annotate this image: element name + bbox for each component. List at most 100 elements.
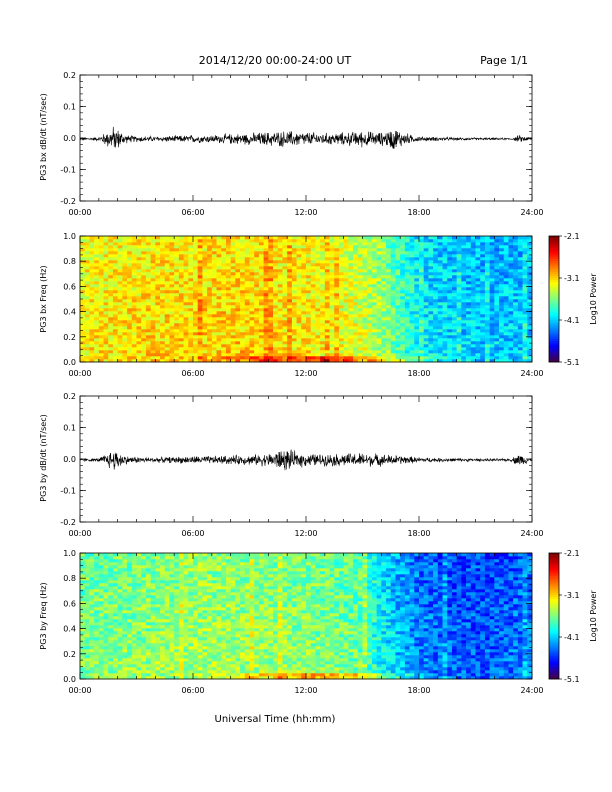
bx-spec-cell bbox=[329, 260, 335, 264]
bx-spec-cell bbox=[98, 254, 104, 258]
bx-spec-cell bbox=[244, 287, 250, 291]
bx-spec-cell bbox=[371, 278, 377, 282]
bx-spec-cell bbox=[480, 278, 486, 282]
bx-spec-cell bbox=[466, 308, 472, 312]
bx-spec-cell bbox=[277, 344, 283, 348]
bx-spec-cell bbox=[513, 308, 519, 312]
by-spec-cell bbox=[122, 595, 128, 599]
bx-spec-cell bbox=[197, 329, 203, 333]
bx-spec-cell bbox=[470, 302, 476, 306]
by-spec-cell bbox=[127, 568, 133, 572]
bx-spec-cell bbox=[456, 275, 462, 279]
bx-spec-cell bbox=[291, 308, 297, 312]
bx-spec-cell bbox=[122, 284, 128, 288]
bx-spec-colorbar-step bbox=[549, 341, 559, 344]
bx-spec-cell bbox=[480, 293, 486, 297]
bx-freq-ylabel: PG3 bx Freq (Hz) bbox=[39, 265, 48, 332]
bx-spec-cell bbox=[357, 278, 363, 282]
by-spec-cell bbox=[103, 601, 109, 605]
bx-spec-cell bbox=[131, 260, 137, 264]
by-spec-cell bbox=[98, 607, 104, 611]
bx-spec-cell bbox=[414, 341, 420, 345]
bx-spec-cell bbox=[80, 323, 86, 327]
bx-spec-cell bbox=[310, 341, 316, 345]
bx-spec-cell bbox=[400, 332, 406, 336]
bx-spec-cell bbox=[188, 266, 194, 270]
by-spec-cell bbox=[108, 571, 114, 575]
bx-spec-cell bbox=[456, 308, 462, 312]
bx-spec-cell bbox=[296, 353, 302, 357]
bx-spec-cell bbox=[136, 293, 142, 297]
bx-spec-cell bbox=[338, 302, 344, 306]
bx-spec-cell bbox=[136, 281, 142, 285]
bx-spec-cell bbox=[103, 236, 109, 240]
bx-spec-cell bbox=[230, 320, 236, 324]
bx-spec-cell bbox=[98, 302, 104, 306]
bx-spec-colorbar-label: Log10 Power bbox=[589, 273, 598, 325]
bx-spec-cell bbox=[141, 317, 147, 321]
bx-spec-cell bbox=[376, 290, 382, 294]
bx-spec-cell bbox=[301, 308, 307, 312]
bx-spec-cell bbox=[306, 299, 312, 303]
by-spec-cell bbox=[94, 568, 100, 572]
bx-spec-cell bbox=[188, 281, 194, 285]
bx-spec-cell bbox=[136, 356, 142, 360]
bx-spec-cell bbox=[122, 305, 128, 309]
bx-spec-cell bbox=[160, 326, 166, 330]
bx-spec-cell bbox=[386, 242, 392, 246]
bx-spec-cell bbox=[315, 299, 321, 303]
by-spec-cell bbox=[89, 646, 95, 650]
bx-spec-cell bbox=[437, 356, 443, 360]
bx-spec-cell bbox=[390, 236, 396, 240]
bx-spec-cell bbox=[244, 311, 250, 315]
bx-spec-cell bbox=[324, 347, 330, 351]
bx-spec-cell bbox=[164, 242, 170, 246]
bx-spec-cell bbox=[437, 236, 443, 240]
bx-spec-cell bbox=[433, 260, 439, 264]
by-spec-cell bbox=[98, 616, 104, 620]
bx-spec-cell bbox=[287, 263, 293, 267]
by-spec-cell bbox=[89, 622, 95, 626]
bx-spec-cell bbox=[136, 278, 142, 282]
bx-spec-cell bbox=[254, 341, 260, 345]
by-spec-cell bbox=[89, 565, 95, 569]
bx-spec-cell bbox=[329, 257, 335, 261]
bx-spec-cell bbox=[211, 341, 217, 345]
bx-spec-cell bbox=[89, 344, 95, 348]
by-spec-cell bbox=[127, 607, 133, 611]
by-spec-cell bbox=[80, 634, 86, 638]
bx-spec-cell bbox=[447, 308, 453, 312]
bx-spec-cell bbox=[324, 332, 330, 336]
bx-spec-cell bbox=[348, 272, 354, 276]
bx-spec-cell bbox=[419, 236, 425, 240]
bx-spec-cell bbox=[131, 242, 137, 246]
bx-spec-cell bbox=[230, 326, 236, 330]
bx-spec-cell bbox=[489, 263, 495, 267]
bx-spec-cell bbox=[484, 266, 490, 270]
bx-spec-cell bbox=[433, 311, 439, 315]
by-spec-cell bbox=[94, 658, 100, 662]
bx-spec-cell bbox=[164, 314, 170, 318]
bx-spec-ytick-label: 0.0 bbox=[63, 358, 76, 367]
bx-spec-cell bbox=[428, 236, 434, 240]
bx-spec-cell bbox=[522, 266, 528, 270]
bx-spec-cell bbox=[475, 344, 481, 348]
bx-spec-cell bbox=[306, 323, 312, 327]
bx-spec-cell bbox=[108, 302, 114, 306]
bx-spec-cell bbox=[301, 287, 307, 291]
bx-spec-cell bbox=[329, 239, 335, 243]
by-spec-cell bbox=[84, 565, 90, 569]
by-spec-cell bbox=[112, 652, 118, 656]
bx-spec-cell bbox=[225, 281, 231, 285]
bx-spec-cell bbox=[164, 323, 170, 327]
bx-spec-cell bbox=[225, 287, 231, 291]
bx-spec-cell bbox=[160, 245, 166, 249]
bx-spec-cell bbox=[433, 332, 439, 336]
bx-spec-colorbar-step bbox=[549, 301, 559, 304]
bx-spec-cell bbox=[249, 350, 255, 354]
bx-spec-cell bbox=[178, 266, 184, 270]
bx-spec-cell bbox=[343, 356, 349, 360]
bx-spec-cell bbox=[475, 299, 481, 303]
bx-spec-cell bbox=[296, 335, 302, 339]
bx-spec-cell bbox=[499, 329, 505, 333]
